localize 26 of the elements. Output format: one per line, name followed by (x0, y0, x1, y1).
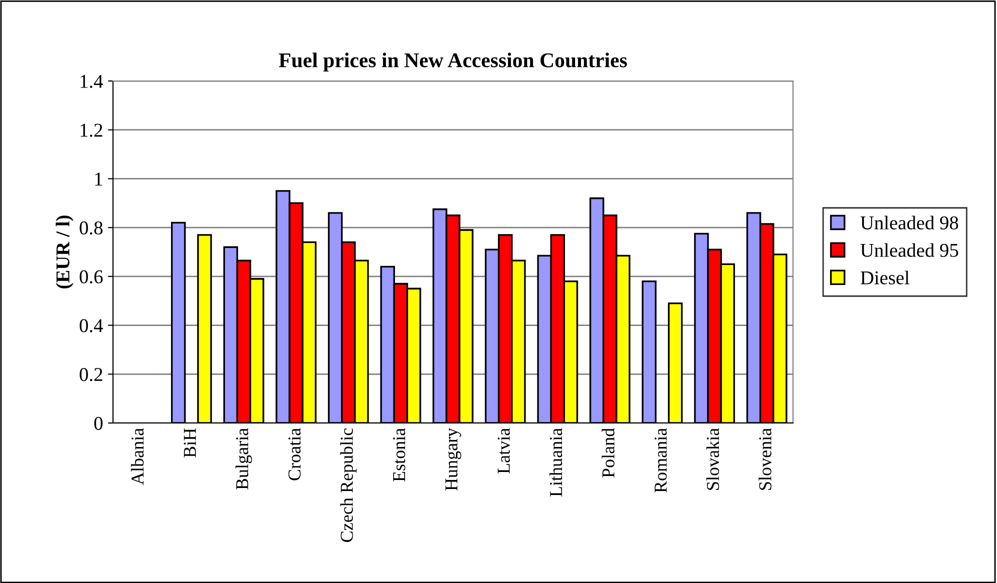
x-tick-label: Poland (602, 428, 614, 478)
x-tick-label: Albania (130, 428, 144, 485)
legend-label: Diesel (860, 270, 910, 284)
y-tick-label: 0.4 (80, 319, 103, 332)
y-tick-label: 0.6 (80, 270, 103, 284)
y-tick-label: 0.8 (80, 221, 103, 235)
y-tick-label: 0 (94, 416, 103, 430)
x-tick-label: Slovakia (706, 428, 720, 490)
x-tick-label: Bulgaria (236, 428, 252, 490)
x-tick-label: BiH (184, 428, 196, 458)
y-tick-label: 1 (95, 172, 102, 186)
x-tick-label: Hungary (445, 428, 462, 491)
chart-title: Fuel prices in New Accession Countries (278, 52, 627, 72)
x-tick-label: Lithuania (549, 428, 562, 497)
y-tick-label: 1.4 (80, 74, 103, 88)
y-axis-title: (EUR / l) (56, 216, 74, 288)
x-tick-label: Croatia (288, 428, 301, 480)
x-tick-label: Romania (654, 428, 667, 493)
x-tick-label: Czech Republic (340, 428, 357, 542)
x-tick-label: Slovenia (758, 428, 772, 490)
y-tick-label: 0.2 (80, 368, 102, 382)
legend-label: Unleaded 95 (860, 243, 958, 257)
x-tick-label: Estonia (393, 428, 406, 482)
legend-label: Unleaded 98 (860, 216, 958, 230)
y-tick-label: 1.2 (80, 124, 102, 137)
x-tick-label: Latvia (498, 428, 510, 474)
